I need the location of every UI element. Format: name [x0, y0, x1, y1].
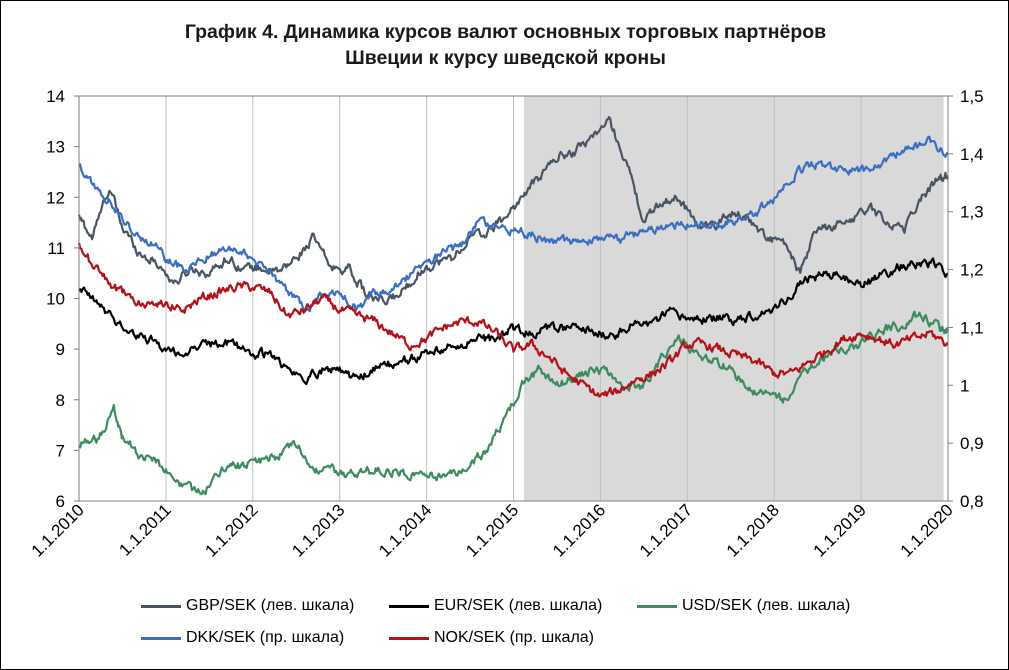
legend-swatch-dkk [141, 636, 181, 640]
legend-swatch-eur [389, 604, 429, 608]
right-tick-label: 1,2 [960, 261, 984, 280]
right-axis-ticks: 0,8 0,9 1 1,1 1,2 1,3 1,4 1,5 [948, 87, 984, 511]
legend-swatch-usd [637, 604, 677, 608]
x-tick-label: 1.1.2014 [375, 500, 435, 560]
series-line [78, 257, 949, 386]
x-tick-label: 1.1.2011 [115, 500, 174, 559]
left-tick-label: 11 [47, 239, 65, 258]
left-tick-label: 14 [46, 87, 65, 106]
left-tick-label: 13 [46, 138, 65, 157]
left-tick-label: 9 [56, 340, 65, 359]
legend-item-eur: EUR/SEK (лев. шкала) [389, 597, 602, 615]
legend-item-nok: NOK/SEK (пр. шкала) [389, 629, 594, 647]
series-lines [77, 115, 950, 496]
legend-item-gbp: GBP/SEK (лев. шкала) [141, 597, 354, 615]
shaded-period [523, 96, 944, 501]
legend-swatch-nok [389, 636, 429, 640]
series-line [78, 310, 950, 496]
chart-title-line-1: График 4. Динамика курсов валют основных… [184, 21, 827, 43]
x-tick-label: 1.1.2013 [288, 500, 348, 560]
right-tick-label: 1 [960, 376, 969, 395]
legend-label-usd: USD/SEK (лев. шкала) [682, 597, 851, 614]
legend-item-dkk: DKK/SEK (пр. шкала) [141, 629, 344, 647]
chart-title-line-2: Швеции к курсу шведской кроны [345, 47, 666, 69]
legend-label-eur: EUR/SEK (лев. шкала) [434, 597, 603, 614]
left-tick-label: 8 [56, 391, 65, 410]
right-tick-label: 1,5 [960, 87, 984, 106]
x-tick-label: 1.1.2017 [636, 500, 696, 560]
x-tick-label: 1.1.2015 [462, 500, 522, 560]
x-tick-label: 1.1.2019 [810, 500, 870, 560]
left-axis-ticks: 6 7 8 9 10 11 12 13 14 [46, 87, 79, 511]
legend-label-dkk: DKK/SEK (пр. шкала) [186, 629, 345, 646]
legend-item-usd: USD/SEK (лев. шкала) [637, 597, 850, 615]
right-tick-label: 1,3 [960, 203, 984, 222]
x-tick-label: 1.1.2018 [723, 500, 783, 560]
left-tick-label: 6 [56, 492, 65, 511]
legend-label-nok: NOK/SEK (пр. шкала) [434, 629, 595, 646]
right-tick-label: 0,8 [960, 492, 984, 511]
right-tick-label: 1,4 [960, 145, 984, 164]
left-tick-label: 7 [56, 441, 65, 460]
right-tick-label: 1,1 [960, 318, 984, 337]
legend-label-gbp: GBP/SEK (лев. шкала) [186, 597, 355, 614]
chart-title: График 4. Динамика курсов валют основных… [1, 19, 1008, 71]
legend-swatch-gbp [141, 604, 181, 608]
series-line [77, 115, 950, 306]
left-tick-label: 10 [46, 290, 65, 309]
x-tick-label: 1.1.2012 [201, 500, 261, 560]
left-tick-label: 12 [46, 188, 65, 207]
x-tick-label: 1.1.2016 [549, 500, 609, 560]
series-line [77, 242, 949, 398]
series-line [78, 135, 949, 313]
x-tick-label: 1.1.2020 [897, 500, 957, 560]
x-axis-ticks: 1.1.2010 1.1.2011 1.1.2012 1.1.2013 1.1.2014… [28, 500, 957, 560]
right-tick-label: 0,9 [960, 434, 984, 453]
